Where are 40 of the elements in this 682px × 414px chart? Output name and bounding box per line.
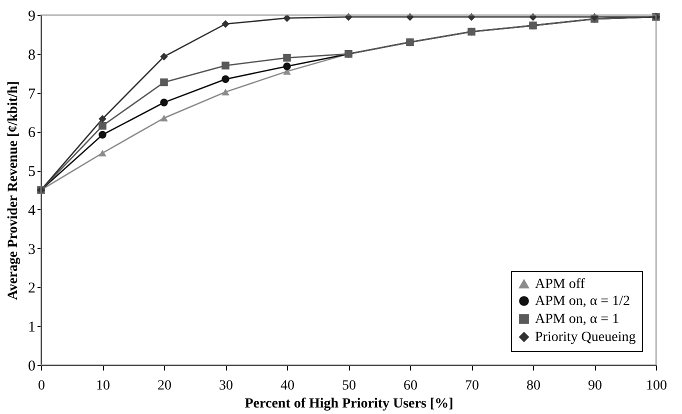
point <box>222 88 230 96</box>
x-tick-label: 50 <box>342 378 356 394</box>
x-tick-label: 10 <box>96 378 110 394</box>
x-tick-label: 30 <box>219 378 233 394</box>
point <box>98 122 106 130</box>
point <box>283 62 291 70</box>
x-tick-label: 60 <box>404 378 418 394</box>
x-tick-label: 90 <box>588 378 602 394</box>
point <box>98 130 106 139</box>
x-tick-label: 20 <box>158 378 172 394</box>
point <box>98 114 106 123</box>
y-tick-label: 3 <box>28 242 36 258</box>
y-tick-label: 5 <box>28 164 36 180</box>
y-axis-title: Average Provider Revenue [¢/kbit/h] <box>6 81 21 300</box>
legend-label: Priority Queueing <box>535 330 636 345</box>
y-tick-label: 1 <box>28 320 36 336</box>
y-tick-label: 2 <box>28 280 36 297</box>
point <box>98 150 106 156</box>
legend-label: APM on, α = 1/2 <box>535 294 630 309</box>
point <box>222 62 230 70</box>
x-tick-label: 70 <box>465 378 479 394</box>
point <box>160 78 168 86</box>
point <box>160 52 168 60</box>
x-tick-label: 80 <box>526 378 540 394</box>
point <box>222 75 230 84</box>
x-axis-title: Percent of High Priority Users [%] <box>244 396 454 412</box>
y-tick-label: 9 <box>28 8 36 24</box>
y-tick-label: 7 <box>28 86 36 102</box>
legend-label: APM off <box>535 277 586 292</box>
y-tick-label: 8 <box>28 47 36 64</box>
point <box>283 54 291 62</box>
y-tick-label: 4 <box>28 202 36 219</box>
point <box>222 20 230 28</box>
legend-label: APM on, α = 1 <box>535 312 620 327</box>
x-tick-label: 100 <box>646 378 667 394</box>
point <box>160 98 168 106</box>
x-tick-label: 40 <box>280 378 294 394</box>
point <box>160 114 168 122</box>
y-tick-label: 6 <box>28 125 36 142</box>
y-tick-label: 0 <box>28 358 36 374</box>
